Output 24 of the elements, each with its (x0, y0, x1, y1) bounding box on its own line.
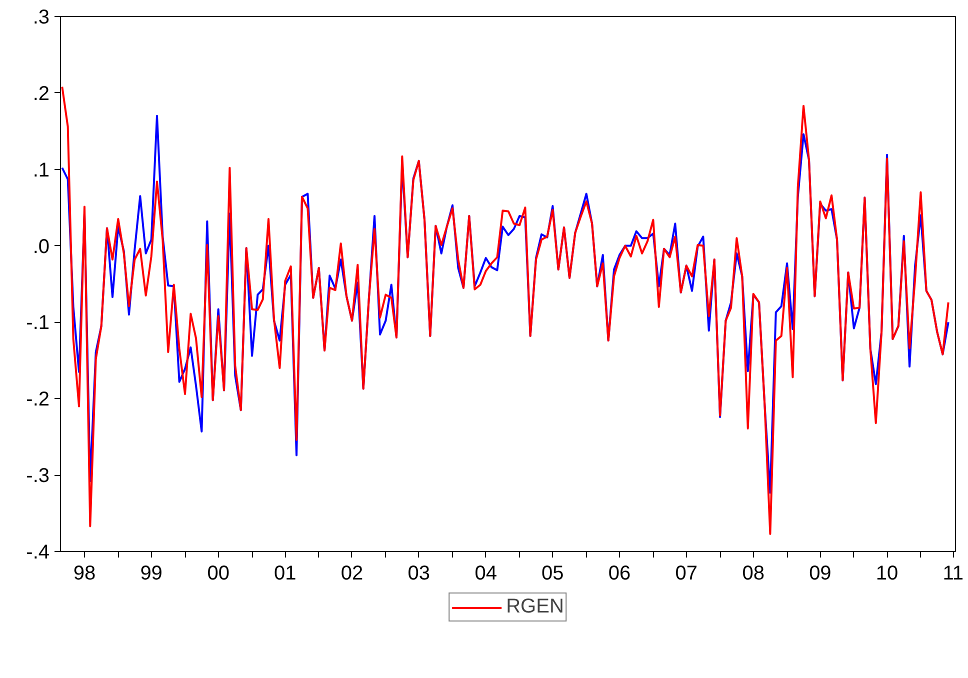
x-tick-label: 04 (474, 562, 497, 584)
y-tick-label: -.2 (26, 388, 50, 411)
y-tick-label: -.1 (26, 312, 50, 334)
line-series (61, 86, 950, 535)
x-tick-label: 03 (408, 562, 430, 584)
x-tick-label: 99 (140, 562, 162, 584)
y-tick-label: -.3 (26, 465, 50, 488)
x-tick-label: 11 (942, 562, 964, 584)
x-tick-label: 06 (608, 562, 631, 584)
x-tick-label: 09 (809, 562, 832, 584)
x-tick-label: 07 (675, 562, 698, 584)
y-tick-label: -.4 (26, 542, 50, 564)
x-tick-label: 00 (207, 562, 230, 584)
y-tick-label: .3 (32, 6, 50, 28)
x-tick-label: 08 (742, 562, 764, 584)
y-tick-label: .1 (32, 159, 50, 182)
x-tick-label: 02 (340, 562, 364, 584)
y-tick-label: .2 (32, 82, 50, 105)
x-tick-label: 05 (542, 562, 564, 584)
x-tick-label: 98 (73, 562, 96, 584)
legend-label: RGEN (506, 596, 564, 618)
y-tick-label: .0 (32, 236, 50, 258)
x-tick-label: 10 (876, 562, 898, 584)
x-tick-label: 01 (274, 562, 296, 584)
